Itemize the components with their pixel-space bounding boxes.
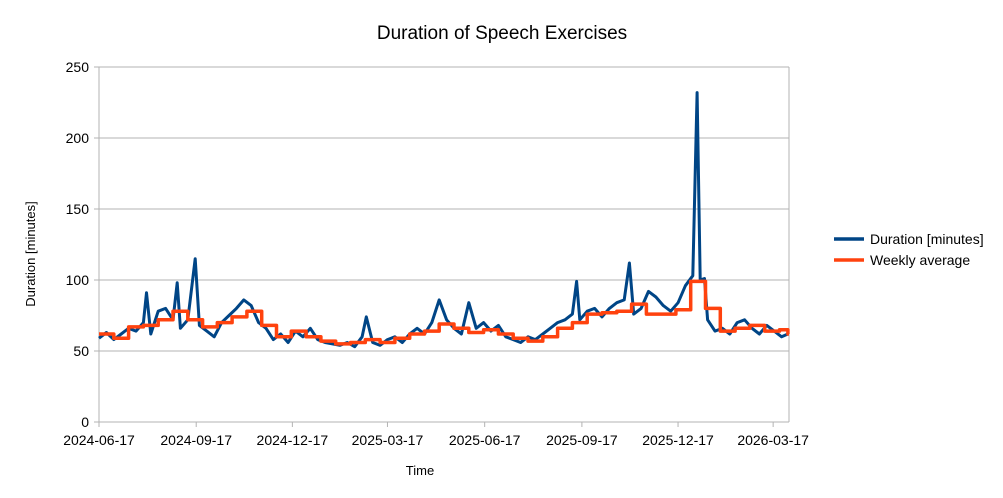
series-line-2 bbox=[99, 279, 790, 346]
axes bbox=[98, 67, 790, 423]
series-line-1 bbox=[98, 91, 789, 349]
y-tick-label: 250 bbox=[66, 59, 90, 75]
y-tick-label: 50 bbox=[73, 343, 89, 359]
y-axis-label: Duration [minutes] bbox=[23, 201, 38, 307]
x-tick-label: 2026-03-17 bbox=[737, 432, 809, 448]
series-lines bbox=[98, 91, 790, 349]
legend-label: Duration [minutes] bbox=[870, 231, 984, 247]
y-tick-label: 0 bbox=[81, 414, 89, 430]
x-tick-label: 2024-12-17 bbox=[257, 432, 329, 448]
y-axis-ticks: 0 50 100 150 200 250 bbox=[66, 59, 99, 430]
legend-label: Weekly average bbox=[870, 252, 970, 268]
x-tick-label: 2024-09-17 bbox=[160, 432, 232, 448]
x-tick-label: 2025-12-17 bbox=[642, 432, 714, 448]
x-tick-label: 2025-06-17 bbox=[449, 432, 521, 448]
gridlines bbox=[99, 66, 789, 423]
legend: Duration [minutes] Weekly average bbox=[834, 231, 984, 268]
y-tick-label: 100 bbox=[66, 272, 90, 288]
y-tick-label: 200 bbox=[66, 130, 90, 146]
x-tick-label: 2025-03-17 bbox=[352, 432, 424, 448]
chart-title: Duration of Speech Exercises bbox=[377, 23, 627, 44]
x-tick-label: 2025-09-17 bbox=[546, 432, 618, 448]
y-tick-label: 150 bbox=[66, 201, 90, 217]
x-axis-label: Time bbox=[406, 463, 434, 478]
x-axis-ticks: 2024-06-17 2024-09-17 2024-12-17 2025-03-17… bbox=[63, 422, 809, 448]
x-tick-label: 2024-06-17 bbox=[63, 432, 135, 448]
